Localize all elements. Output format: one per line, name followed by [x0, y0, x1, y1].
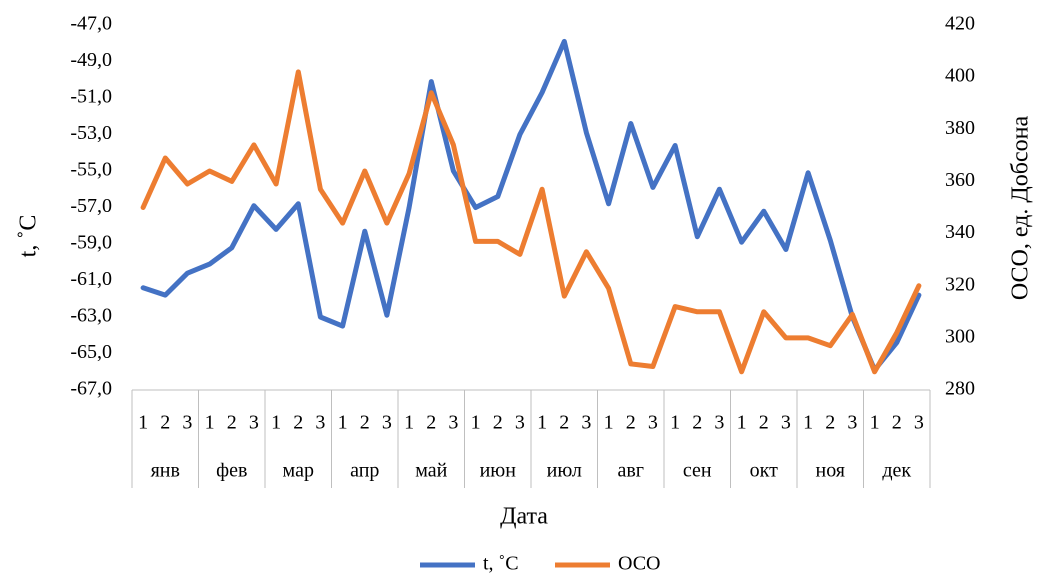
legend-label: t, ˚C	[483, 553, 519, 575]
x-tick-label: 3	[515, 412, 525, 434]
x-tick-label: 2	[426, 412, 436, 434]
x-tick-label: 2	[892, 412, 902, 434]
x-tick-label: 3	[648, 412, 658, 434]
x-tick-label: 2	[160, 412, 170, 434]
x-tick-label: 3	[382, 412, 392, 434]
y2-tick-label: 400	[945, 65, 975, 87]
x-group-label: янв	[151, 460, 180, 482]
y-tick-label: -53,0	[70, 122, 112, 144]
x-group-label: дек	[882, 460, 911, 482]
series-line	[140, 38, 922, 373]
y-axis-title: t, ˚C	[16, 215, 42, 258]
x-tick-label: 2	[293, 412, 303, 434]
x-tick-label: 2	[559, 412, 569, 434]
x-group-label: апр	[350, 460, 379, 482]
x-group-label: май	[415, 460, 447, 482]
x-tick-label: 2	[626, 412, 636, 434]
y2-tick-label: 320	[945, 273, 975, 295]
y2-tick-label: 420	[945, 13, 975, 35]
x-group-label: ноя	[815, 460, 845, 482]
x-tick-label: 2	[692, 412, 702, 434]
y-tick-label: -57,0	[70, 195, 112, 217]
x-group-label: июл	[547, 460, 582, 482]
x-tick-label: 2	[825, 412, 835, 434]
y-tick-label: -63,0	[70, 305, 112, 327]
x-tick-label: 1	[537, 412, 547, 434]
x-tick-label: 1	[338, 412, 348, 434]
x-tick-label: 3	[315, 412, 325, 434]
x-group-label: окт	[750, 460, 778, 482]
legend-label: ОСО	[618, 553, 660, 575]
x-axis-title: Дата	[500, 504, 548, 530]
y2-tick-label: 300	[945, 325, 975, 347]
x-tick-label: 2	[227, 412, 237, 434]
x-tick-label: 1	[404, 412, 414, 434]
x-group-label: мар	[283, 460, 314, 482]
x-group-label: июн	[480, 460, 517, 482]
x-tick-label: 1	[471, 412, 481, 434]
y2-axis-title: ОСО, ед. Добсона	[1008, 116, 1034, 301]
x-tick-label: 3	[781, 412, 791, 434]
x-tick-label: 1	[870, 412, 880, 434]
x-tick-label: 1	[271, 412, 281, 434]
x-tick-label: 1	[670, 412, 680, 434]
x-tick-label: 2	[360, 412, 370, 434]
y-tick-label: -55,0	[70, 159, 112, 181]
x-tick-label: 1	[138, 412, 148, 434]
y2-tick-label: 380	[945, 117, 975, 139]
x-group-label: авг	[617, 460, 644, 482]
y-tick-label: -67,0	[70, 378, 112, 400]
x-tick-label: 2	[493, 412, 503, 434]
y2-tick-label: 280	[945, 378, 975, 400]
x-tick-label: 1	[604, 412, 614, 434]
x-tick-label: 3	[249, 412, 259, 434]
x-tick-label: 2	[759, 412, 769, 434]
x-tick-label: 1	[803, 412, 813, 434]
x-tick-label: 1	[737, 412, 747, 434]
x-tick-label: 3	[847, 412, 857, 434]
y2-tick-label: 360	[945, 169, 975, 191]
x-tick-label: 3	[914, 412, 924, 434]
x-tick-label: 3	[182, 412, 192, 434]
x-tick-label: 3	[714, 412, 724, 434]
y-tick-label: -61,0	[70, 268, 112, 290]
y-tick-label: -65,0	[70, 341, 112, 363]
y2-tick-label: 340	[945, 221, 975, 243]
x-tick-label: 1	[205, 412, 215, 434]
x-tick-label: 3	[581, 412, 591, 434]
x-tick-label: 3	[448, 412, 458, 434]
x-group-label: сен	[683, 460, 712, 482]
y-tick-label: -59,0	[70, 232, 112, 254]
x-group-label: фев	[216, 460, 247, 482]
y-tick-label: -51,0	[70, 86, 112, 108]
y-tick-label: -49,0	[70, 49, 112, 71]
y-tick-label: -47,0	[70, 13, 112, 35]
series-line	[140, 69, 922, 375]
